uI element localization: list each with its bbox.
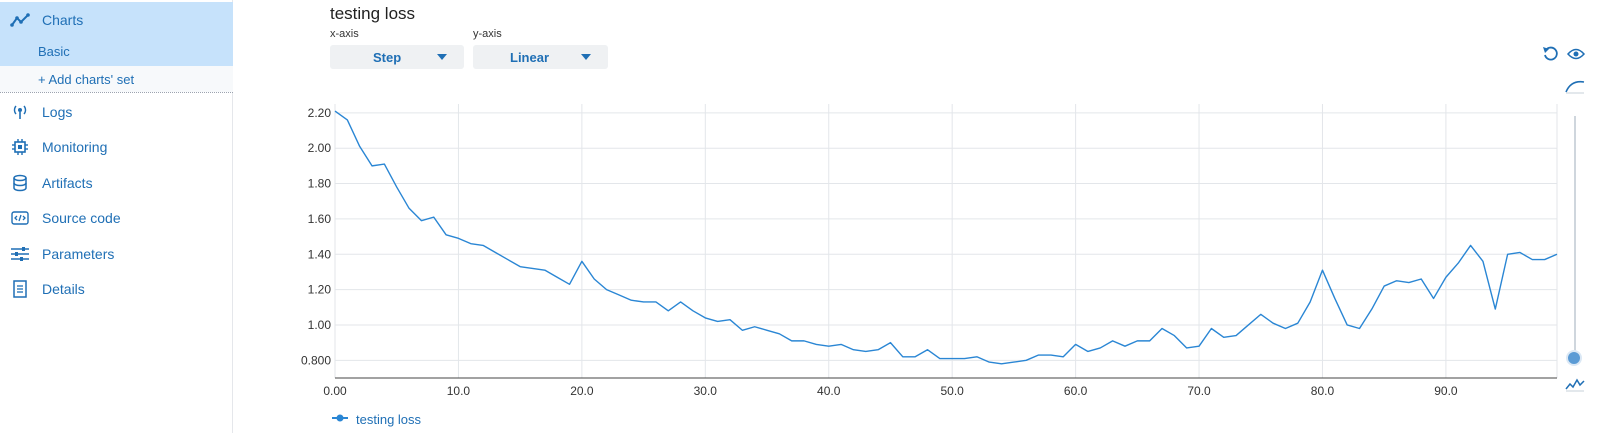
y-tick-label: 1.20 xyxy=(308,283,332,297)
sidebar-subitem-basic[interactable]: Basic xyxy=(38,43,70,59)
sidebar-item-label: Source code xyxy=(42,210,121,226)
y-tick-label: 1.80 xyxy=(308,177,332,191)
x-tick-label: 50.0 xyxy=(940,384,964,398)
chevron-down-icon xyxy=(581,54,591,60)
x-tick-label: 40.0 xyxy=(817,384,841,398)
y-tick-label: 1.00 xyxy=(308,318,332,332)
sidebar-item-logs[interactable]: Logs xyxy=(0,95,233,129)
sliders-icon xyxy=(10,244,30,264)
jagged-line-icon xyxy=(1565,376,1585,397)
sidebar-item-source-code[interactable]: Source code xyxy=(0,201,233,235)
x-tick-label: 60.0 xyxy=(1064,384,1088,398)
sidebar-active-bg xyxy=(0,2,233,66)
sidebar-item-monitoring[interactable]: Monitoring xyxy=(0,130,233,164)
smooth-curve-icon xyxy=(1565,78,1585,99)
database-icon xyxy=(10,173,30,193)
chart-title: testing loss xyxy=(330,4,416,23)
reset-zoom-button[interactable] xyxy=(1541,46,1561,66)
x-axis-dropdown[interactable]: Step xyxy=(330,45,464,69)
sidebar-item-label: Parameters xyxy=(42,246,115,262)
document-icon xyxy=(10,279,30,299)
sidebar-item-parameters[interactable]: Parameters xyxy=(0,237,233,271)
sidebar-item-artifacts[interactable]: Artifacts xyxy=(0,166,233,200)
broadcast-icon xyxy=(10,102,30,122)
sidebar-item-label: Charts xyxy=(42,12,84,28)
x-tick-label: 90.0 xyxy=(1434,384,1458,398)
undo-icon xyxy=(1542,45,1560,68)
legend-label: testing loss xyxy=(356,411,422,427)
raw-data-button[interactable] xyxy=(1564,376,1586,396)
y-axis-label: y-axis xyxy=(473,28,502,40)
y-tick-label: 1.40 xyxy=(308,247,332,261)
chip-icon xyxy=(10,137,30,157)
smoothing-button[interactable] xyxy=(1564,78,1586,98)
chart-legend[interactable]: testing loss xyxy=(332,410,421,428)
add-charts-set-bg xyxy=(0,66,233,92)
x-tick-label: 80.0 xyxy=(1311,384,1335,398)
smoothing-slider-track[interactable] xyxy=(1574,116,1576,356)
chevron-down-icon xyxy=(437,54,447,60)
legend-marker-icon xyxy=(332,410,348,428)
x-tick-label: 20.0 xyxy=(570,384,594,398)
x-tick-label: 0.00 xyxy=(323,384,347,398)
y-tick-label: 2.00 xyxy=(308,141,332,155)
sidebar: Charts Basic + Add charts' set Logs Moni… xyxy=(0,0,233,433)
y-axis-dropdown[interactable]: Linear xyxy=(473,45,608,69)
eye-icon xyxy=(1566,47,1586,66)
sidebar-item-label: Logs xyxy=(42,104,73,120)
y-tick-label: 0.800 xyxy=(301,353,331,367)
x-axis-label: x-axis xyxy=(330,28,359,40)
x-tick-label: 70.0 xyxy=(1187,384,1211,398)
sidebar-divider xyxy=(0,92,233,93)
sidebar-item-label: Artifacts xyxy=(42,175,93,191)
y-tick-label: 1.60 xyxy=(308,212,332,226)
x-tick-label: 30.0 xyxy=(694,384,718,398)
y-tick-label: 2.20 xyxy=(308,106,332,120)
sidebar-item-details[interactable]: Details xyxy=(0,272,233,306)
sidebar-item-charts[interactable]: Charts xyxy=(0,3,233,37)
code-icon xyxy=(10,208,30,228)
y-axis-value: Linear xyxy=(510,49,550,65)
sidebar-item-label: Details xyxy=(42,281,85,297)
line-chart-icon xyxy=(10,10,30,30)
smoothing-slider-knob[interactable] xyxy=(1566,350,1582,366)
visibility-button[interactable] xyxy=(1566,46,1586,66)
series-line-testing-loss xyxy=(334,110,1558,365)
x-axis-value: Step xyxy=(373,49,402,65)
sidebar-item-label: Monitoring xyxy=(42,139,108,155)
add-charts-set-link[interactable]: + Add charts' set xyxy=(38,71,135,87)
x-tick-label: 10.0 xyxy=(447,384,471,398)
